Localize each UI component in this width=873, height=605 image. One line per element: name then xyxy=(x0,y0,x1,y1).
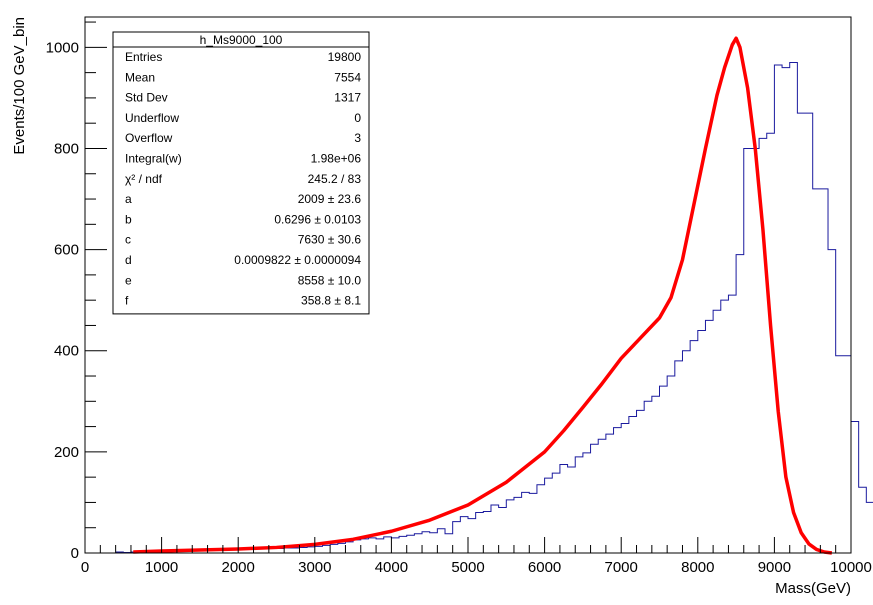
stats-box: h_Ms9000_100 Entries 19800 Mean 7554 Std Dev 1… xyxy=(112,31,370,315)
y-tick-label: 800 xyxy=(54,140,79,157)
fit-series xyxy=(133,36,833,555)
stats-row-value: 7630 ± 30.6 xyxy=(298,233,362,247)
y-tick-label: 0 xyxy=(71,545,79,562)
x-tick-label: 7000 xyxy=(605,559,638,576)
stats-row-value: 0.6296 ± 0.0103 xyxy=(274,212,361,226)
x-tick-label: 3000 xyxy=(298,559,331,576)
stats-row-label: Integral(w) xyxy=(125,152,182,166)
x-tick-label: 6000 xyxy=(528,559,561,576)
stats-row-label: Entries xyxy=(125,50,162,64)
y-axis-title: Events/100 GeV_bin xyxy=(11,17,28,155)
stats-row-value: 1.98e+06 xyxy=(311,152,362,166)
stats-row-label: e xyxy=(125,273,132,287)
stats-row-label: f xyxy=(125,294,129,308)
stats-row-label: c xyxy=(125,233,131,247)
stats-box-frame xyxy=(112,31,370,315)
stats-row-value: 1317 xyxy=(334,91,361,105)
stats-row-value: 0 xyxy=(354,111,361,125)
stats-row-value: 358.8 ± 8.1 xyxy=(301,294,361,308)
stats-row-label: b xyxy=(125,212,132,226)
y-axis: 0 200 400 600 800 1000 xyxy=(46,21,107,562)
stats-row-value: 245.2 / 83 xyxy=(308,172,362,186)
stats-row-label: χ² / ndf xyxy=(125,172,163,186)
fit-curve xyxy=(133,36,833,555)
y-tick-label: 400 xyxy=(54,343,79,360)
stats-row-value: 2009 ± 23.6 xyxy=(298,192,362,206)
stats-row-value: 7554 xyxy=(334,70,361,84)
stats-row-label: Std Dev xyxy=(125,91,168,105)
stats-row-label: Underflow xyxy=(125,111,179,125)
x-tick-label: 8000 xyxy=(681,559,714,576)
x-axis-title: Mass(GeV) xyxy=(775,580,851,597)
x-tick-label: 0 xyxy=(81,559,89,576)
x-tick-label: 5000 xyxy=(451,559,484,576)
x-tick-label: 9000 xyxy=(758,559,791,576)
y-tick-label: 600 xyxy=(54,242,79,259)
stats-row-label: a xyxy=(125,192,132,206)
stats-row-value: 19800 xyxy=(328,50,362,64)
stats-row-label: Mean xyxy=(125,70,155,84)
x-axis: 0 1000 2000 3000 4000 5000 6000 7000 8000 9000 100… xyxy=(81,537,872,576)
stats-row-label: d xyxy=(125,253,132,267)
stats-row-value: 8558 ± 10.0 xyxy=(298,273,362,287)
x-tick-label: 2000 xyxy=(222,559,255,576)
y-tick-label: 1000 xyxy=(46,39,79,56)
x-tick-label: 10000 xyxy=(830,559,872,576)
stats-row-value: 0.0009822 ± 0.0000094 xyxy=(234,253,361,267)
stats-row-value: 3 xyxy=(354,131,361,145)
x-tick-label: 1000 xyxy=(145,559,178,576)
stats-row-label: Overflow xyxy=(125,131,173,145)
x-tick-label: 4000 xyxy=(375,559,408,576)
y-tick-label: 200 xyxy=(54,444,79,461)
stats-box-title: h_Ms9000_100 xyxy=(200,33,283,47)
